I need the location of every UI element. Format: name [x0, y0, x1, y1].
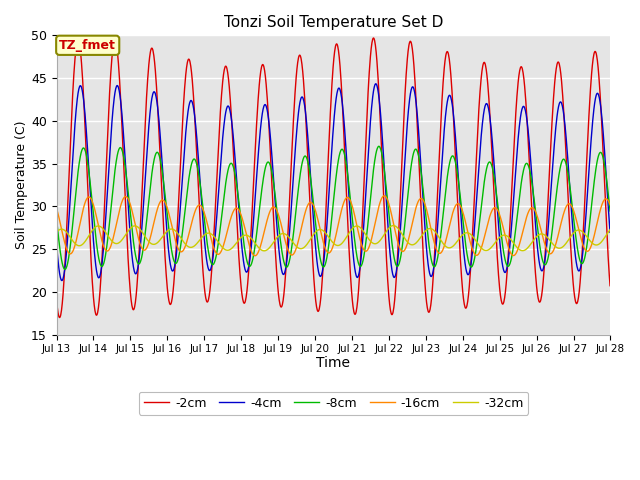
-8cm	[420, 194, 428, 200]
Line: -8cm: -8cm	[56, 146, 610, 269]
Title: Tonzi Soil Temperature Set D: Tonzi Soil Temperature Set D	[224, 15, 443, 30]
Line: -32cm: -32cm	[56, 226, 610, 251]
-2cm	[606, 283, 614, 288]
-2cm	[52, 296, 60, 302]
-32cm	[420, 230, 428, 236]
-32cm	[176, 233, 184, 239]
-32cm	[260, 248, 268, 254]
-32cm	[541, 232, 549, 238]
-4cm	[238, 245, 246, 251]
-8cm	[492, 189, 500, 194]
-2cm	[163, 276, 170, 282]
-16cm	[251, 253, 259, 259]
-16cm	[52, 205, 60, 211]
-2cm	[541, 253, 549, 259]
Line: -16cm: -16cm	[56, 196, 610, 256]
-2cm	[492, 235, 500, 240]
-4cm	[420, 210, 428, 216]
-16cm	[492, 205, 500, 211]
-2cm	[370, 35, 378, 41]
-2cm	[56, 315, 63, 321]
Line: -4cm: -4cm	[56, 84, 610, 281]
-8cm	[541, 262, 549, 268]
-16cm	[176, 248, 184, 254]
-4cm	[606, 229, 614, 235]
-8cm	[238, 225, 246, 231]
-32cm	[492, 239, 500, 244]
-4cm	[176, 209, 184, 215]
Text: TZ_fmet: TZ_fmet	[60, 39, 116, 52]
-8cm	[52, 216, 60, 221]
-2cm	[176, 169, 184, 175]
-32cm	[237, 234, 245, 240]
-4cm	[492, 192, 500, 197]
-4cm	[541, 257, 549, 263]
-4cm	[52, 240, 60, 246]
-16cm	[606, 202, 614, 208]
-32cm	[163, 229, 170, 235]
X-axis label: Time: Time	[316, 356, 351, 370]
-2cm	[420, 264, 428, 270]
-4cm	[163, 224, 170, 230]
-2cm	[238, 291, 246, 297]
-4cm	[372, 81, 380, 86]
-16cm	[420, 199, 428, 204]
Line: -2cm: -2cm	[56, 38, 610, 318]
-8cm	[163, 206, 170, 212]
Y-axis label: Soil Temperature (C): Soil Temperature (C)	[15, 120, 28, 249]
Legend: -2cm, -4cm, -8cm, -16cm, -32cm: -2cm, -4cm, -8cm, -16cm, -32cm	[139, 392, 528, 415]
-32cm	[390, 223, 397, 228]
-16cm	[541, 242, 549, 248]
-8cm	[375, 144, 383, 149]
-4cm	[58, 278, 66, 284]
-32cm	[606, 227, 614, 233]
-16cm	[237, 214, 245, 219]
-8cm	[606, 208, 614, 214]
-32cm	[52, 229, 60, 235]
-8cm	[61, 266, 69, 272]
-16cm	[380, 193, 388, 199]
-16cm	[163, 202, 170, 207]
-8cm	[176, 247, 184, 253]
